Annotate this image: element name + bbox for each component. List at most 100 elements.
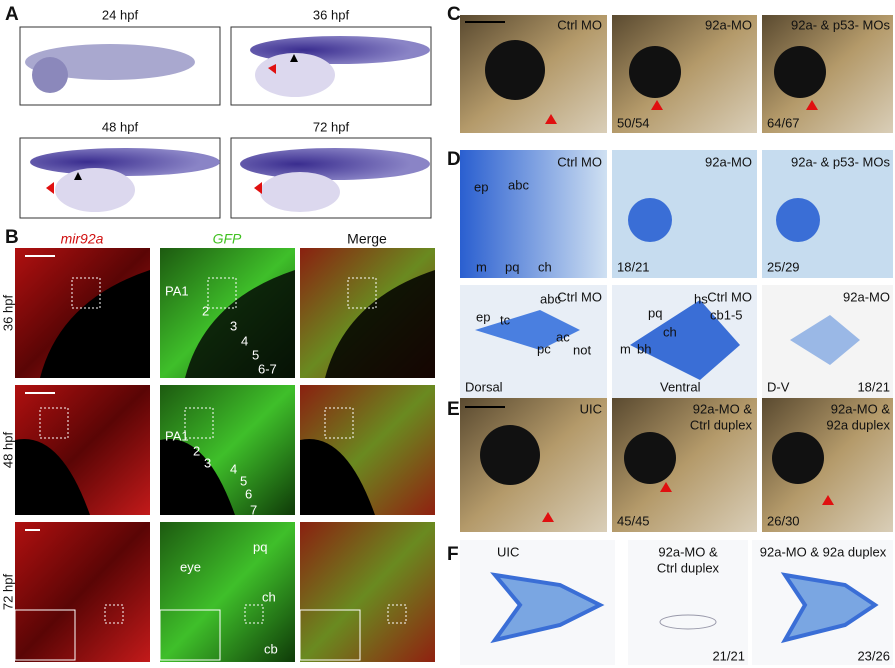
- condition: Ctrl duplex: [690, 417, 753, 432]
- image-shape: [230, 137, 432, 219]
- count: 23/26: [857, 648, 890, 663]
- column-header: Merge: [347, 231, 387, 247]
- condition: 92a-MO: [705, 154, 752, 169]
- condition: 92a-MO &: [831, 401, 891, 416]
- structure-label: m: [476, 259, 487, 274]
- structure-label: pc: [537, 341, 551, 356]
- view-label: Dorsal: [465, 379, 503, 394]
- image-shape: [822, 495, 834, 505]
- condition: 92a-MO &: [658, 544, 718, 559]
- image-shape: [347, 277, 377, 309]
- image-shape: [545, 114, 557, 124]
- count: 18/21: [857, 379, 890, 394]
- image-shape: [14, 609, 76, 661]
- image-shape: [71, 277, 101, 309]
- condition: UIC: [497, 544, 519, 559]
- structure-label: m: [620, 341, 631, 356]
- image-shape: [542, 512, 554, 522]
- count: 18/21: [617, 259, 650, 274]
- image-shape: [772, 432, 824, 484]
- image-shape: [475, 310, 580, 350]
- annotation: pq: [253, 539, 267, 554]
- condition: Ctrl MO: [557, 289, 602, 304]
- image-shape: [46, 182, 54, 194]
- view-label: D-V: [767, 379, 790, 394]
- structure-label: ep: [476, 309, 490, 324]
- image-shape: [659, 614, 717, 630]
- structure-label: hs: [694, 291, 708, 306]
- panel-label: F: [447, 544, 459, 565]
- row-label: 48 hpf: [0, 432, 15, 469]
- condition: 92a- & p53- MOs: [791, 17, 890, 32]
- image-shape: [629, 46, 681, 98]
- view-label: Ventral: [660, 379, 701, 394]
- annotation: cb: [264, 641, 278, 656]
- image-shape: [30, 148, 220, 176]
- image-shape: [159, 609, 221, 661]
- condition: Ctrl duplex: [657, 560, 720, 575]
- image-shape: [806, 100, 818, 110]
- image-shape: [260, 172, 340, 212]
- panel-label: C: [447, 4, 461, 25]
- stage-label: 72 hpf: [313, 119, 350, 134]
- annotation: 2: [202, 303, 209, 318]
- structure-label: cb1-5: [710, 307, 743, 322]
- image-shape: [55, 168, 135, 212]
- image-shape: [40, 270, 150, 378]
- annotation: 4: [230, 461, 237, 476]
- condition: Ctrl MO: [557, 17, 602, 32]
- stage-label: 48 hpf: [102, 119, 139, 134]
- structure-label: abc: [508, 177, 529, 192]
- annotation: 6: [245, 486, 252, 501]
- image-shape: [324, 407, 354, 439]
- count: 64/67: [767, 115, 800, 130]
- image-shape: [39, 407, 69, 439]
- image-shape: [290, 54, 298, 62]
- structure-label: ac: [556, 329, 570, 344]
- image-shape: [387, 604, 407, 624]
- structure-label: bh: [637, 341, 651, 356]
- stage-label: 24 hpf: [102, 7, 139, 22]
- image-shape: [184, 407, 214, 439]
- panel-label: A: [5, 4, 19, 25]
- image-shape: [485, 40, 545, 100]
- image-shape: [32, 57, 68, 93]
- stage-label: 36 hpf: [313, 7, 350, 22]
- image-shape: [480, 425, 540, 485]
- image-shape: [628, 540, 748, 665]
- annotation: ch: [262, 589, 276, 604]
- image-shape: [230, 26, 432, 106]
- image-shape: [490, 572, 605, 644]
- image-shape: [160, 522, 295, 662]
- condition: Ctrl MO: [557, 154, 602, 169]
- annotation: 4: [241, 333, 248, 348]
- condition: 92a duplex: [826, 417, 890, 432]
- image-shape: [244, 604, 264, 624]
- image-shape: [254, 182, 262, 194]
- annotation: eye: [180, 559, 201, 574]
- structure-label: tc: [500, 312, 511, 327]
- image-shape: [774, 46, 826, 98]
- annotation: 3: [230, 318, 237, 333]
- image-shape: [460, 150, 607, 278]
- panel-label: B: [5, 227, 19, 248]
- count: 50/54: [617, 115, 650, 130]
- condition: 92a-MO &: [693, 401, 753, 416]
- image-shape: [299, 609, 361, 661]
- image-shape: [19, 26, 221, 106]
- image-shape: [15, 522, 150, 662]
- condition: 92a- & p53- MOs: [791, 154, 890, 169]
- image-shape: [104, 604, 124, 624]
- image-shape: [790, 315, 860, 365]
- structure-label: ep: [474, 179, 488, 194]
- image-shape: [300, 438, 375, 515]
- panel-label: D: [447, 149, 461, 170]
- annotation: PA1: [165, 283, 189, 298]
- row-label: 36 hpf: [0, 295, 15, 332]
- panel-label: E: [447, 399, 460, 420]
- image-shape: [325, 270, 435, 378]
- image-shape: [630, 300, 740, 380]
- structure-label: pq: [648, 305, 662, 320]
- structure-label: ch: [538, 259, 552, 274]
